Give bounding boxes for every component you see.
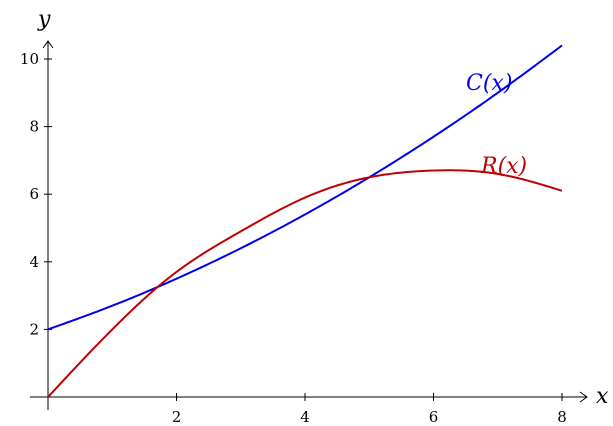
data-point-c (304, 213, 306, 215)
series-label-r: R(x) (480, 154, 527, 179)
data-point-r (368, 176, 370, 178)
y-axis-arrow (42, 40, 54, 49)
curves: C(x) R(x) (47, 44, 563, 398)
x-axis-label: x (596, 384, 609, 409)
data-point-c (240, 247, 242, 249)
y-tick-label: 8 (29, 118, 39, 136)
data-point-r (47, 396, 49, 398)
data-point-r (240, 230, 242, 232)
data-point-r (111, 328, 113, 330)
axes: 2 4 6 8 2 4 6 8 10 (20, 40, 588, 426)
series-label-c: C(x) (466, 71, 512, 96)
data-point-r (304, 197, 306, 199)
series-line-c (47, 44, 563, 331)
data-point-c (47, 328, 49, 330)
x-tick-label: 2 (172, 408, 182, 426)
y-tick-label: 4 (29, 253, 39, 271)
x-tick-label: 6 (429, 408, 439, 426)
data-point-r (433, 170, 435, 172)
x-axis-arrow (579, 391, 588, 403)
data-point-c (433, 136, 435, 138)
y-tick-label: 2 (29, 320, 39, 338)
y-tick-label: 6 (29, 185, 39, 203)
data-point-c (561, 44, 563, 46)
x-tick-label: 4 (300, 408, 310, 426)
series-line-r (47, 169, 563, 398)
data-point-r (176, 271, 178, 273)
y-tick-label: 10 (20, 50, 39, 68)
y-axis-label: y (37, 7, 51, 32)
data-point-c (111, 305, 113, 307)
x-tick-label: 8 (557, 408, 567, 426)
data-point-c (176, 278, 178, 280)
data-point-r (561, 190, 563, 192)
